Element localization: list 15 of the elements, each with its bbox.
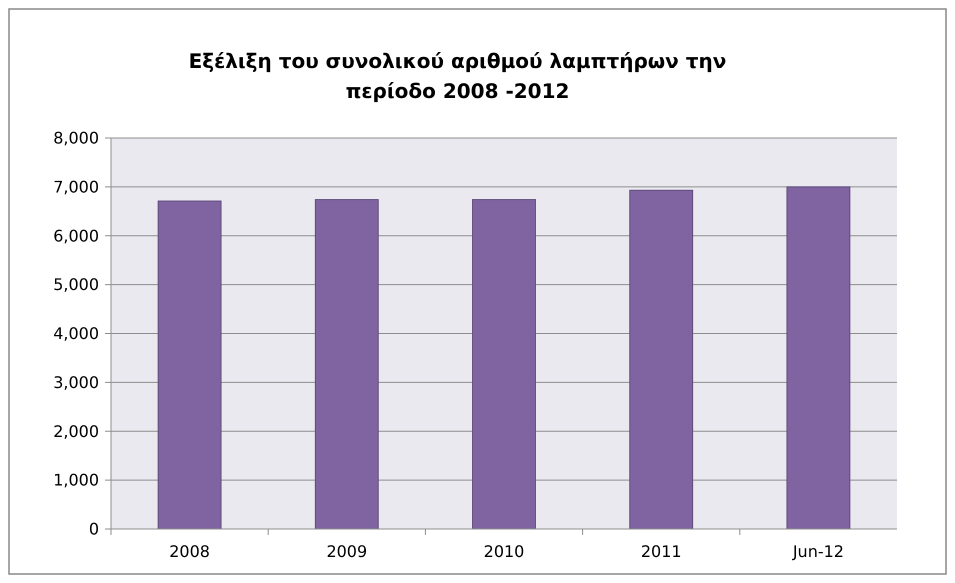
x-tick-label: 2011 [640, 542, 682, 561]
x-tick-label: Jun-12 [792, 542, 844, 561]
y-tick-label: 7,000 [53, 177, 99, 196]
x-tick-label: 2010 [484, 542, 524, 561]
y-tick-label: 1,000 [53, 470, 99, 490]
y-tick-label: 8,000 [53, 128, 99, 148]
y-tick-label: 4,000 [53, 324, 99, 344]
x-tick-label: 2008 [169, 542, 210, 561]
y-tick-label: 3,000 [53, 372, 99, 392]
x-tick-label: 2009 [326, 542, 368, 561]
y-tick-label: 5,000 [53, 275, 99, 294]
chart-title: Εξέλιξη του συνολικού αριθμού λαμπτήρων την περίοδο 2008 -2012 [188, 49, 726, 103]
y-tick-label: 6,000 [53, 226, 99, 246]
y-tick-label: 2,000 [53, 422, 99, 441]
y-tick-label: 0 [88, 520, 99, 539]
